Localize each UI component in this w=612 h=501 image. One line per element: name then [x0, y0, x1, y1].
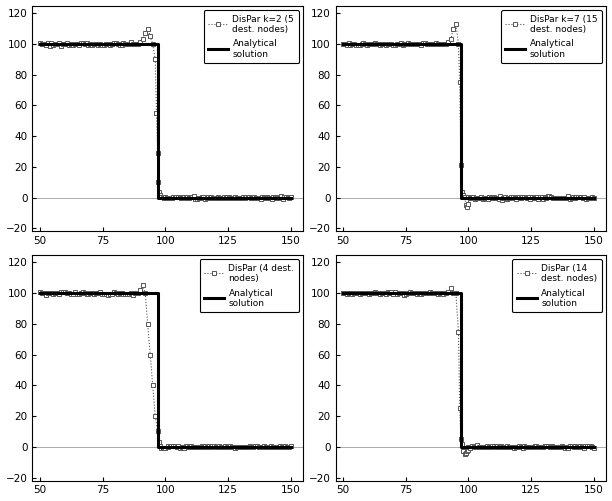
DisPar (4 dest.
nodes)	[36, 289, 43, 295]
DisPar k=2 (5
dest. nodes)	[218, 195, 226, 201]
Analytical
solution	[340, 41, 347, 47]
DisPar k=7 (15
dest. nodes)	[462, 202, 469, 208]
Legend: DisPar k=2 (5
dest. nodes), Analytical
solution: DisPar k=2 (5 dest. nodes), Analytical s…	[204, 10, 299, 63]
Analytical
solution	[287, 444, 294, 450]
Line: DisPar k=7 (15
dest. nodes): DisPar k=7 (15 dest. nodes)	[341, 22, 596, 209]
Analytical
solution	[154, 290, 162, 296]
DisPar (14
dest. nodes)	[358, 290, 365, 296]
DisPar k=7 (15
dest. nodes)	[463, 204, 471, 210]
DisPar (14
dest. nodes)	[461, 451, 468, 457]
Line: DisPar (4 dest.
nodes): DisPar (4 dest. nodes)	[37, 283, 293, 451]
Analytical
solution	[287, 195, 294, 201]
DisPar (4 dest.
nodes)	[287, 443, 294, 449]
Legend: DisPar (14
dest. nodes), Analytical
solution: DisPar (14 dest. nodes), Analytical solu…	[512, 259, 602, 313]
Analytical
solution	[36, 290, 43, 296]
DisPar (4 dest.
nodes)	[159, 445, 166, 451]
DisPar (14
dest. nodes)	[590, 445, 597, 451]
Analytical
solution	[590, 444, 597, 450]
DisPar k=2 (5
dest. nodes)	[127, 40, 135, 46]
DisPar k=2 (5
dest. nodes)	[36, 40, 43, 46]
DisPar k=2 (5
dest. nodes)	[241, 195, 248, 201]
Analytical
solution	[154, 444, 162, 450]
DisPar (4 dest.
nodes)	[67, 291, 75, 297]
DisPar k=2 (5
dest. nodes)	[112, 41, 119, 47]
DisPar (14
dest. nodes)	[447, 286, 455, 292]
DisPar k=7 (15
dest. nodes)	[387, 42, 395, 48]
Analytical
solution	[340, 290, 347, 296]
DisPar (4 dest.
nodes)	[248, 444, 255, 450]
DisPar k=7 (15
dest. nodes)	[406, 41, 414, 47]
Analytical
solution	[36, 41, 43, 47]
DisPar (4 dest.
nodes)	[246, 443, 253, 449]
Legend: DisPar k=7 (15
dest. nodes), Analytical
solution: DisPar k=7 (15 dest. nodes), Analytical …	[501, 10, 602, 63]
DisPar k=2 (5
dest. nodes)	[184, 194, 191, 200]
Analytical
solution	[154, 195, 162, 201]
Analytical
solution	[457, 444, 465, 450]
DisPar k=2 (5
dest. nodes)	[144, 26, 151, 32]
Line: Analytical
solution: Analytical solution	[343, 44, 594, 198]
DisPar (4 dest.
nodes)	[139, 283, 146, 289]
DisPar k=7 (15
dest. nodes)	[452, 21, 460, 27]
DisPar (4 dest.
nodes)	[244, 444, 252, 450]
DisPar (14
dest. nodes)	[546, 444, 553, 450]
DisPar (14
dest. nodes)	[550, 444, 557, 450]
DisPar k=7 (15
dest. nodes)	[340, 41, 347, 47]
Line: Analytical
solution: Analytical solution	[40, 293, 291, 447]
DisPar k=7 (15
dest. nodes)	[405, 40, 412, 46]
Legend: DisPar (4 dest.
nodes), Analytical
solution: DisPar (4 dest. nodes), Analytical solut…	[200, 259, 299, 313]
DisPar (4 dest.
nodes)	[141, 290, 149, 296]
DisPar k=2 (5
dest. nodes)	[201, 196, 209, 202]
DisPar k=7 (15
dest. nodes)	[375, 41, 382, 47]
Line: Analytical
solution: Analytical solution	[343, 293, 594, 447]
Analytical
solution	[154, 41, 162, 47]
DisPar (14
dest. nodes)	[378, 290, 386, 296]
Line: DisPar k=2 (5
dest. nodes): DisPar k=2 (5 dest. nodes)	[37, 26, 293, 201]
Analytical
solution	[457, 41, 465, 47]
DisPar k=7 (15
dest. nodes)	[512, 196, 520, 202]
DisPar k=2 (5
dest. nodes)	[238, 195, 245, 201]
Line: DisPar (14
dest. nodes): DisPar (14 dest. nodes)	[341, 286, 596, 457]
DisPar k=7 (15
dest. nodes)	[590, 195, 597, 201]
DisPar (14
dest. nodes)	[524, 444, 531, 450]
DisPar (14
dest. nodes)	[340, 290, 347, 296]
DisPar (14
dest. nodes)	[421, 290, 428, 296]
Analytical
solution	[590, 195, 597, 201]
Line: Analytical
solution: Analytical solution	[40, 44, 291, 198]
Analytical
solution	[457, 195, 465, 201]
Analytical
solution	[457, 290, 465, 296]
DisPar (4 dest.
nodes)	[277, 443, 284, 449]
DisPar k=2 (5
dest. nodes)	[287, 194, 294, 200]
